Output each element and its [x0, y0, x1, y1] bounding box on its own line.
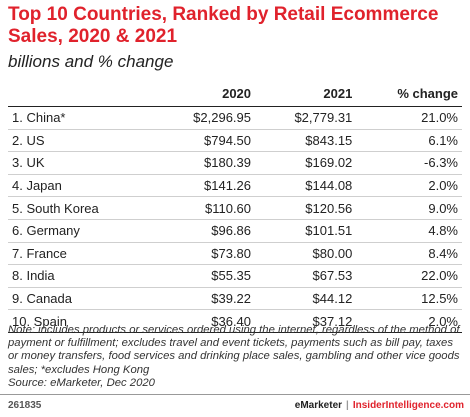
cell-value-change: 8.4% [356, 242, 462, 266]
data-table: 2020 2021 % change 1. China* $2,296.95 $2,… [8, 80, 462, 333]
cell-value-2020: $73.80 [153, 242, 256, 266]
cell-value-2021: $843.15 [255, 129, 357, 153]
brand-separator: | [346, 400, 349, 411]
cell-country: 5. South Korea [8, 196, 154, 220]
cell-value-2021: $37.12 [255, 309, 357, 333]
header-row: 2020 2021 % change [8, 80, 462, 107]
cell-value-2020: $110.60 [153, 196, 256, 220]
cell-value-change: 2.0% [356, 309, 462, 333]
table-row: 1. China* $2,296.95 $2,779.31 21.0% [8, 106, 462, 130]
cell-value-change: 21.0% [356, 106, 462, 130]
header-2020: 2020 [153, 80, 256, 107]
table-row: 7. France $73.80 $80.00 8.4% [8, 242, 462, 266]
figure-id: 261835 [8, 400, 42, 411]
header-country [8, 80, 154, 107]
cell-country: 9. Canada [8, 287, 154, 311]
note-text: Note: includes products or services orde… [8, 324, 460, 376]
cell-country: 3. UK [8, 151, 154, 175]
table-note: Note: includes products or services orde… [8, 324, 466, 390]
table-row: 2. US $794.50 $843.15 6.1% [8, 129, 462, 153]
cell-value-2021: $44.12 [255, 287, 357, 311]
cell-value-change: 6.1% [356, 129, 462, 153]
cell-country: 10. Spain [8, 309, 154, 333]
table-row: 3. UK $180.39 $169.02 -6.3% [8, 151, 462, 175]
cell-country: 6. Germany [8, 219, 154, 243]
cell-value-2020: $36.40 [153, 309, 256, 333]
cell-value-2021: $169.02 [255, 151, 357, 175]
cell-value-2020: $794.50 [153, 129, 256, 153]
source-text: Source: eMarketer, Dec 2020 [8, 376, 155, 389]
cell-value-2021: $2,779.31 [255, 106, 357, 130]
cell-value-change: 22.0% [356, 264, 462, 288]
brand-site[interactable]: InsiderIntelligence.com [352, 400, 464, 411]
chart-subtitle: billions and % change [8, 52, 174, 71]
cell-value-2020: $2,296.95 [153, 106, 256, 130]
cell-value-change: 9.0% [356, 196, 462, 220]
cell-value-2020: $180.39 [153, 151, 256, 175]
footer: 261835 eMarketer | InsiderIntelligence.com [0, 394, 470, 417]
cell-value-change: 12.5% [356, 287, 462, 311]
cell-value-2021: $144.08 [255, 174, 357, 198]
cell-value-2021: $80.00 [255, 242, 357, 266]
table-row: 4. Japan $141.26 $144.08 2.0% [8, 174, 462, 198]
cell-value-2020: $96.86 [153, 219, 256, 243]
cell-value-2021: $67.53 [255, 264, 357, 288]
table-row: 6. Germany $96.86 $101.51 4.8% [8, 219, 462, 243]
table-row: 9. Canada $39.22 $44.12 12.5% [8, 287, 462, 311]
chart-title: Top 10 Countries, Ranked by Retail Ecomm… [8, 4, 439, 47]
cell-value-2020: $39.22 [153, 287, 256, 311]
cell-value-change: 2.0% [356, 174, 462, 198]
cell-country: 7. France [8, 242, 154, 266]
cell-value-2020: $141.26 [153, 174, 256, 198]
header-change: % change [356, 80, 462, 107]
brand-line: eMarketer | InsiderIntelligence.com [295, 400, 464, 411]
cell-value-change: 4.8% [356, 219, 462, 243]
table-row: 5. South Korea $110.60 $120.56 9.0% [8, 196, 462, 220]
cell-country: 8. India [8, 264, 154, 288]
cell-value-2021: $120.56 [255, 196, 357, 220]
table-body: 1. China* $2,296.95 $2,779.31 21.0% 2. US $79… [8, 106, 462, 333]
header-2021: 2021 [255, 80, 357, 107]
cell-value-change: -6.3% [356, 151, 462, 175]
table-row: 8. India $55.35 $67.53 22.0% [8, 264, 462, 288]
brand-emarketer: eMarketer [294, 400, 343, 411]
cell-value-2020: $55.35 [153, 264, 256, 288]
table-row: 10. Spain $36.40 $37.12 2.0% [8, 309, 462, 333]
cell-country: 4. Japan [8, 174, 154, 198]
cell-value-2021: $101.51 [255, 219, 357, 243]
cell-country: 1. China* [8, 106, 154, 130]
cell-country: 2. US [8, 129, 154, 153]
